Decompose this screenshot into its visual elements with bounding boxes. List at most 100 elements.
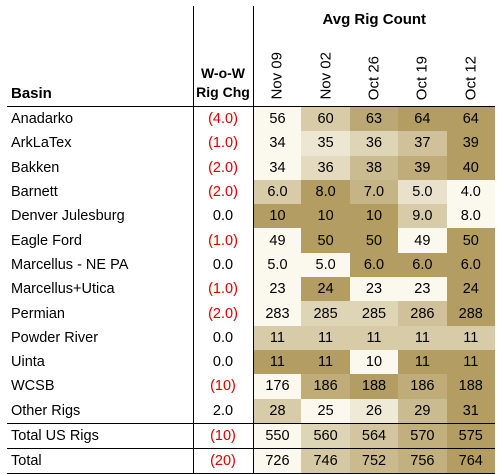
rig-change-cell: (2.0) (192, 301, 253, 326)
rig-count-cell: 186 (301, 374, 350, 399)
rig-count-cell: 28 (252, 398, 302, 424)
date-header-oct26: Oct 26 (349, 32, 399, 107)
basin-header: Basin (7, 6, 193, 107)
date-label: Oct 19 (413, 55, 431, 100)
rig-count-cell: 176 (252, 374, 302, 399)
rig-count-cell: 11 (398, 349, 447, 375)
rig-count-cell: 285 (301, 301, 350, 326)
rig-count-cell: 11 (446, 349, 495, 375)
rig-count-cell: 11 (398, 325, 447, 350)
rig-count-cell: 37 (398, 131, 447, 156)
rig-count-cell: 11 (252, 349, 302, 375)
rig-count-cell: 11 (252, 325, 302, 350)
rig-count-cell: 6.0 (398, 252, 447, 278)
rig-change-cell: (4.0) (192, 106, 253, 132)
table-row: Permian (2.0) 283 285 285 286 288 (7, 301, 495, 326)
rig-count-cell: 288 (446, 301, 495, 326)
rig-count-cell: 6.0 (349, 252, 399, 278)
rig-count-cell: 25 (301, 398, 350, 424)
rig-count-cell: 10 (349, 349, 399, 375)
rig-count-cell: 4.0 (446, 179, 495, 205)
rig-count-table: Basin W-o-W Rig Chg Avg Rig Count Nov 09… (7, 6, 495, 474)
basin-name-cell: Denver Julesburg (11, 208, 125, 225)
table-row: ArkLaTex (1.0) 34 35 36 37 39 (7, 131, 495, 156)
rig-count-cell: 9.0 (398, 204, 447, 229)
rig-count-cell: 36 (349, 131, 399, 156)
basin-name-cell: Powder River (11, 329, 99, 346)
wow-header-line1: W-o-W (200, 65, 246, 81)
rig-change-cell: (1.0) (192, 131, 253, 156)
rig-count-cell: 39 (446, 131, 495, 156)
rig-count-cell: 5.0 (398, 179, 447, 205)
rig-count-cell: 10 (301, 204, 350, 229)
table-row: Eagle Ford (1.0) 49 50 50 49 50 (7, 228, 495, 253)
date-label: Oct 12 (462, 55, 480, 100)
rig-count-cell: 11 (349, 325, 399, 350)
rig-count-cell: 11 (301, 325, 350, 350)
avg-rig-count-header: Avg Rig Count (252, 6, 495, 32)
rig-count-cell: 570 (398, 423, 447, 450)
basin-name-cell: ArkLaTex (11, 135, 72, 152)
rig-change-cell: 0.0 (192, 204, 253, 229)
basin-name-cell: WCSB (11, 378, 55, 395)
date-header-nov09: Nov 09 (252, 32, 302, 107)
rig-count-cell: 34 (252, 155, 302, 180)
rig-count-cell: 7.0 (349, 179, 399, 205)
table-row: Marcellus+Utica (1.0) 23 24 23 23 24 (7, 277, 495, 302)
rig-count-cell: 23 (252, 277, 302, 302)
wow-change-header: W-o-W Rig Chg (192, 6, 253, 107)
basin-name-cell: Total US Rigs (7, 423, 193, 450)
rig-count-cell: 35 (301, 131, 350, 156)
basin-name-cell: Eagle Ford (11, 232, 82, 249)
rig-count-cell: 188 (349, 374, 399, 399)
rig-count-cell: 575 (446, 423, 495, 450)
rig-count-cell: 26 (349, 398, 399, 424)
rig-change-cell: 0.0 (192, 252, 253, 278)
date-label: Oct 26 (365, 55, 383, 100)
rig-count-cell: 23 (398, 277, 447, 302)
rig-count-cell: 550 (252, 423, 302, 450)
rig-change-cell: (10) (192, 423, 253, 450)
table-row: Bakken (2.0) 34 36 38 39 40 (7, 155, 495, 180)
rig-change-cell: 0.0 (192, 325, 253, 350)
basin-name-cell: Total (7, 448, 193, 474)
rig-count-cell: 49 (252, 228, 302, 253)
rig-count-cell: 31 (446, 398, 495, 424)
rig-count-cell: 283 (252, 301, 302, 326)
rig-count-cell: 23 (349, 277, 399, 302)
rig-count-cell: 64 (446, 106, 495, 132)
rig-count-cell: 56 (252, 106, 302, 132)
basin-name-cell: Barnett (11, 184, 58, 201)
rig-count-cell: 6.0 (252, 179, 302, 205)
rig-count-cell: 560 (301, 423, 350, 450)
rig-change-cell: (2.0) (192, 155, 253, 180)
rig-count-cell: 40 (446, 155, 495, 180)
rig-count-cell: 50 (349, 228, 399, 253)
rig-count-cell: 29 (398, 398, 447, 424)
rig-count-cell: 11 (446, 325, 495, 350)
rig-count-cell: 11 (301, 349, 350, 375)
rig-count-cell: 8.0 (446, 204, 495, 229)
basin-name-cell: Permian (11, 305, 65, 322)
basin-name-cell: Uinta (11, 354, 45, 371)
rig-count-cell: 36 (301, 155, 350, 180)
summary-row: Total (20) 726 746 752 756 764 (7, 448, 495, 474)
rig-change-cell: (1.0) (192, 277, 253, 302)
rig-count-cell: 726 (252, 448, 302, 474)
rig-count-cell: 746 (301, 448, 350, 474)
wow-header-line2: Rig Chg (196, 84, 250, 100)
rig-count-cell: 756 (398, 448, 447, 474)
rig-count-cell: 49 (398, 228, 447, 253)
table-header: Basin W-o-W Rig Chg Avg Rig Count Nov 09… (7, 6, 495, 107)
table-row: Other Rigs 2.0 28 25 26 29 31 (7, 398, 495, 424)
rig-change-cell: 2.0 (192, 398, 253, 424)
rig-change-cell: 0.0 (192, 349, 253, 375)
basin-name-cell: Anadarko (11, 111, 74, 128)
rig-count-cell: 6.0 (446, 252, 495, 278)
rig-count-cell: 39 (398, 155, 447, 180)
table-row: Uinta 0.0 11 11 10 11 11 (7, 349, 495, 375)
date-label: Nov 02 (317, 52, 335, 100)
table-row: Anadarko (4.0) 56 60 63 64 64 (7, 106, 495, 132)
table-row: Denver Julesburg 0.0 10 10 10 9.0 8.0 (7, 204, 495, 229)
rig-count-cell: 285 (349, 301, 399, 326)
